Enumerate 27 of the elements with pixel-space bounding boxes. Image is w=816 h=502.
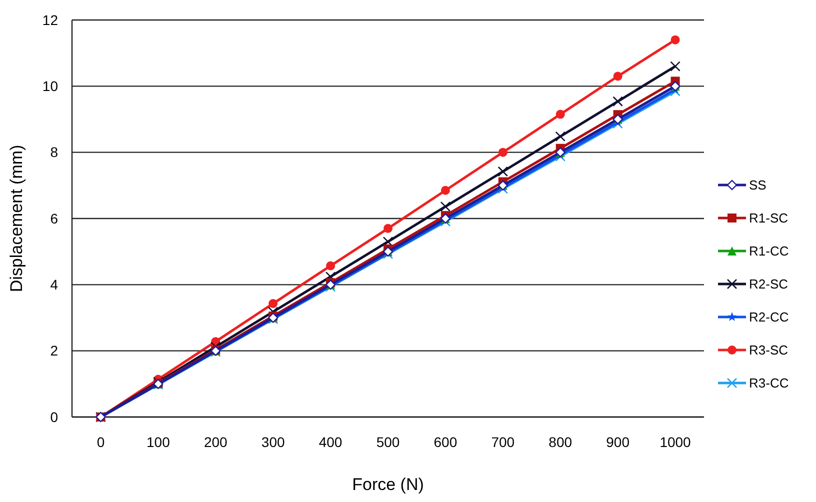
y-axis-title: Displacement (mm) <box>7 144 26 292</box>
y-tick-label: 8 <box>50 144 58 160</box>
x-tick-label: 800 <box>548 434 572 450</box>
x-tick-label: 900 <box>606 434 630 450</box>
x-axis-title: Force (N) <box>352 475 424 494</box>
legend-label: R3-CC <box>749 376 789 391</box>
y-tick-label: 10 <box>42 78 58 94</box>
y-tick-label: 2 <box>50 342 58 359</box>
y-tick-label: 12 <box>42 12 58 28</box>
x-tick-label: 0 <box>96 434 105 450</box>
legend-label: R2-CC <box>749 310 789 325</box>
x-tick-label: 200 <box>204 434 228 450</box>
y-tick-label: 0 <box>50 408 58 425</box>
legend-label: R1-SC <box>749 210 788 226</box>
x-tick-label: 1000 <box>660 434 692 450</box>
y-tick-label: 6 <box>50 210 58 226</box>
x-tick-label: 300 <box>261 434 285 450</box>
x-tick-label: 400 <box>318 434 342 450</box>
legend-label: R2-SC <box>749 276 788 292</box>
x-tick-label: 100 <box>146 434 170 450</box>
x-tick-label: 600 <box>434 434 458 450</box>
x-tick-label: 700 <box>491 434 515 450</box>
legend-label: SS <box>749 178 767 193</box>
legend-label: R1-CC <box>749 244 789 259</box>
y-tick-label: 4 <box>50 276 58 293</box>
x-tick-label: 500 <box>376 434 400 450</box>
legend-label: R3-SC <box>749 342 788 358</box>
